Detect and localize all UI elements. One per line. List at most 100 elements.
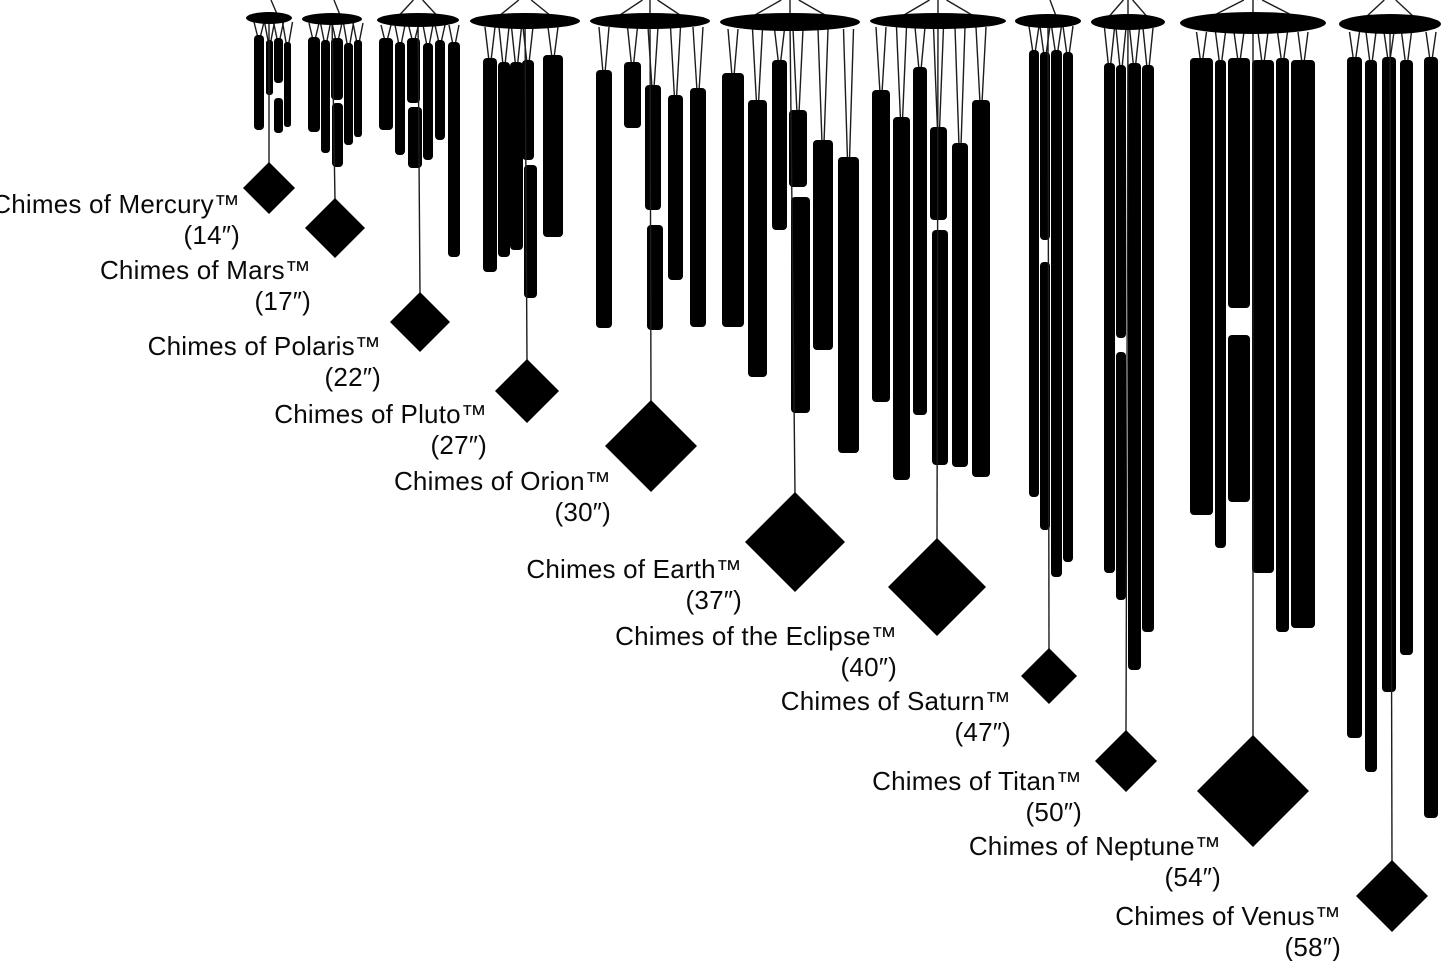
string bbox=[528, 26, 534, 64]
string bbox=[1148, 27, 1154, 69]
string bbox=[817, 28, 823, 144]
top-disc bbox=[1180, 12, 1326, 34]
string bbox=[1400, 31, 1407, 64]
chime-tube bbox=[872, 90, 890, 402]
chime-size: (58″) bbox=[1284, 932, 1341, 961]
chime-size: (54″) bbox=[1164, 862, 1221, 892]
string bbox=[428, 24, 434, 47]
chime-label-saturn: Chimes of Saturn™ (47″) bbox=[781, 686, 1011, 748]
string bbox=[669, 26, 676, 99]
string bbox=[751, 28, 758, 104]
chime-figure-venus bbox=[1339, 0, 1441, 932]
string bbox=[1366, 0, 1385, 17]
string bbox=[1034, 25, 1040, 54]
chime-size: (50″) bbox=[1025, 797, 1082, 827]
chime-tube bbox=[435, 40, 445, 140]
string bbox=[779, 28, 786, 64]
chime-tube bbox=[331, 38, 343, 100]
chime-tube bbox=[1276, 58, 1289, 632]
string bbox=[1348, 31, 1355, 61]
top-disc bbox=[720, 13, 860, 31]
string bbox=[1103, 27, 1110, 67]
chime-label-titan: Chimes of Titan™ (50″) bbox=[872, 766, 1082, 828]
chime-tube bbox=[772, 60, 787, 230]
wind-sail bbox=[1095, 730, 1157, 792]
chime-size: (14″) bbox=[183, 220, 240, 250]
string bbox=[932, 26, 939, 131]
string bbox=[698, 26, 704, 92]
string bbox=[1049, 0, 1057, 17]
string bbox=[675, 26, 682, 99]
chime-tube bbox=[1128, 63, 1141, 670]
string bbox=[1431, 31, 1437, 61]
string bbox=[516, 26, 523, 66]
chime-tube bbox=[344, 43, 353, 145]
string bbox=[498, 26, 504, 66]
chime-tube bbox=[1116, 352, 1126, 600]
string bbox=[798, 28, 804, 114]
chime-name: Chimes of Venus™ bbox=[1115, 901, 1341, 931]
string bbox=[619, 0, 643, 16]
string bbox=[510, 26, 517, 66]
chime-label-eclipse: Chimes of the Eclipse™ (40″) bbox=[615, 621, 897, 683]
chime-tube bbox=[522, 60, 534, 160]
chime-tube bbox=[813, 140, 833, 350]
chime-tube bbox=[789, 110, 807, 187]
string bbox=[1108, 0, 1124, 17]
top-disc bbox=[590, 13, 710, 29]
chime-figure-mercury bbox=[243, 0, 295, 214]
string bbox=[1276, 31, 1283, 62]
string bbox=[903, 0, 930, 16]
chime-tube bbox=[1040, 262, 1050, 530]
chime-label-polaris: Chimes of Polaris™ (22″) bbox=[148, 331, 381, 393]
chime-tube bbox=[354, 40, 362, 137]
chime-size: (22″) bbox=[324, 362, 381, 392]
chime-size: (47″) bbox=[954, 717, 1011, 747]
chime-tube bbox=[722, 73, 744, 327]
wind-sail bbox=[888, 538, 986, 636]
chime-tube bbox=[1029, 50, 1039, 497]
string bbox=[975, 26, 981, 104]
string bbox=[757, 28, 764, 104]
top-disc bbox=[302, 13, 362, 25]
chime-size: (17″) bbox=[254, 286, 311, 316]
chime-tube bbox=[1347, 57, 1362, 738]
chime-tube bbox=[1190, 58, 1213, 515]
string bbox=[1128, 27, 1135, 67]
string bbox=[400, 24, 406, 46]
chime-name: Chimes of the Eclipse™ bbox=[615, 621, 897, 651]
chime-label-earth: Chimes of Earth™ (37″) bbox=[526, 554, 742, 616]
chime-tube bbox=[930, 127, 947, 220]
chime-label-venus: Chimes of Venus™ (58″) bbox=[1115, 901, 1341, 961]
chime-figure-titan bbox=[1091, 0, 1165, 792]
string bbox=[1239, 31, 1245, 62]
string bbox=[422, 24, 428, 47]
string bbox=[319, 22, 326, 44]
chime-size: (27″) bbox=[430, 430, 487, 460]
string bbox=[348, 22, 355, 47]
string bbox=[936, 20, 939, 541]
string bbox=[1125, 21, 1129, 733]
chime-tube bbox=[1051, 50, 1062, 577]
chime-name: Chimes of Pluto™ bbox=[274, 399, 487, 429]
chime-tube bbox=[379, 38, 393, 130]
string bbox=[1132, 0, 1148, 17]
string bbox=[960, 26, 966, 147]
string bbox=[920, 26, 926, 71]
string bbox=[530, 0, 551, 16]
string bbox=[895, 26, 902, 121]
top-disc bbox=[470, 13, 580, 29]
string bbox=[499, 0, 520, 16]
chime-label-mars: Chimes of Mars™ (17″) bbox=[100, 255, 311, 317]
string bbox=[1354, 31, 1361, 61]
string bbox=[842, 28, 849, 161]
chime-tube bbox=[408, 107, 422, 168]
chime-tube bbox=[1291, 60, 1315, 628]
chime-name: Chimes of Mars™ bbox=[99, 255, 311, 285]
string bbox=[1425, 31, 1431, 61]
chime-name: Chimes of Neptune™ bbox=[968, 831, 1221, 861]
chime-tube bbox=[423, 43, 433, 160]
chime-figure-neptune bbox=[1180, 0, 1326, 847]
string bbox=[417, 19, 421, 295]
chime-tube bbox=[510, 62, 523, 250]
